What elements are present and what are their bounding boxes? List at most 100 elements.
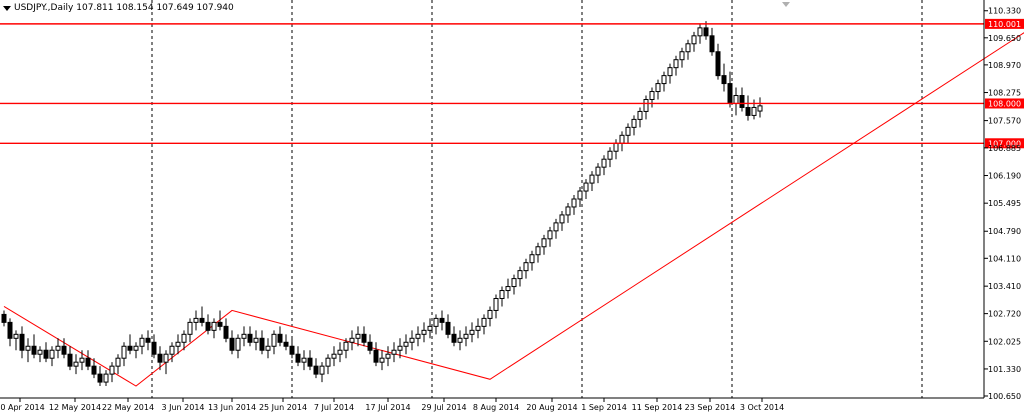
zigzag-indicator (3, 32, 1024, 387)
x-tick-label: 25 Jun 2014 (259, 403, 307, 412)
candle (595, 163, 601, 184)
candle (7, 318, 13, 347)
candle-body-down (223, 325, 229, 339)
candle (103, 370, 109, 387)
candle (721, 63, 727, 92)
candle (637, 107, 643, 128)
y-tick-label: 102.720 (988, 310, 1021, 319)
candle-body-down (289, 345, 295, 355)
candle (553, 218, 559, 239)
candle (229, 330, 235, 355)
candle (85, 350, 91, 371)
candle-body-down (217, 321, 223, 327)
candle-body-down (43, 349, 49, 359)
candle (445, 314, 451, 339)
candle-body-down (91, 365, 97, 375)
candle (493, 294, 499, 319)
candle-body-up (577, 190, 583, 200)
candle (697, 23, 703, 44)
candle-body-down (85, 357, 91, 367)
candle-body-up (691, 35, 697, 45)
candle-body-up (601, 158, 607, 168)
price-level-badge (985, 138, 1024, 149)
candle-body-down (373, 349, 379, 363)
candle-body-up (175, 341, 181, 347)
candle (583, 179, 589, 199)
candle-body-up (493, 298, 499, 311)
candle (193, 310, 199, 331)
chart-shift-marker-icon[interactable] (782, 2, 790, 7)
candle-body-down (145, 337, 151, 343)
candle (295, 346, 301, 367)
candle (175, 334, 181, 355)
candle-body-up (409, 337, 415, 343)
candle (151, 334, 157, 359)
candle-body-up (241, 333, 247, 339)
candles (1, 21, 763, 387)
candle-body-up (49, 349, 55, 359)
candle-body-up (733, 95, 739, 104)
candle-body-down (151, 341, 157, 355)
price-level-label: 110.001 (988, 20, 1021, 29)
candle-body-up (433, 317, 439, 327)
y-tick-label: 102.025 (988, 337, 1021, 346)
candle (727, 71, 733, 108)
candle-body-up (583, 182, 589, 192)
candle-body-down (7, 321, 13, 339)
candle (349, 330, 355, 351)
candle (601, 155, 607, 176)
candle-body-up (673, 59, 679, 69)
candle (67, 346, 73, 371)
candle-body-down (739, 95, 745, 108)
candle-body-down (439, 317, 445, 323)
candle-body-down (229, 337, 235, 351)
candle (655, 79, 661, 100)
candle-body-down (445, 321, 451, 335)
x-tick-label: 1 Sep 2014 (581, 403, 627, 412)
candle (535, 242, 541, 263)
candle-body-up (25, 345, 31, 351)
candle-body-down (367, 341, 373, 351)
candle (409, 330, 415, 351)
candle (421, 322, 427, 343)
candle (205, 314, 211, 335)
candle-body-up (397, 345, 403, 351)
candle (463, 326, 469, 347)
candle (685, 39, 691, 60)
candle-body-up (193, 317, 199, 323)
candle-body-down (313, 365, 319, 375)
dropdown-triangle-icon[interactable] (3, 5, 11, 11)
candle-body-up (655, 83, 661, 93)
candle (313, 358, 319, 379)
candle (241, 326, 247, 347)
candle (427, 318, 433, 339)
candle (403, 334, 409, 355)
candle (451, 326, 457, 347)
candle-body-up (565, 206, 571, 216)
candle (691, 31, 697, 52)
candle-body-up (13, 333, 19, 339)
y-tick-label: 104.790 (988, 227, 1021, 236)
candle (145, 330, 151, 351)
x-tick-label: 20 Aug 2014 (526, 403, 577, 412)
candle (43, 342, 49, 363)
x-tick-label: 13 Jun 2014 (208, 403, 256, 412)
y-tick-label: 100.650 (988, 392, 1021, 401)
candle-body-up (697, 27, 703, 37)
candle-body-up (649, 91, 655, 101)
candle (559, 210, 565, 231)
candle (319, 362, 325, 383)
candle (589, 171, 595, 192)
horizontal-levels[interactable]: 110.001 108.000 107.000 (0, 18, 1024, 149)
candle-body-up (211, 321, 217, 331)
candle-body-up (139, 337, 145, 347)
candle-body-up (115, 357, 121, 367)
candle (91, 358, 97, 379)
candle (547, 226, 553, 247)
candle-body-up (55, 345, 61, 351)
candle (433, 314, 439, 335)
candle-body-up (109, 365, 115, 375)
candle-body-up (613, 142, 619, 152)
